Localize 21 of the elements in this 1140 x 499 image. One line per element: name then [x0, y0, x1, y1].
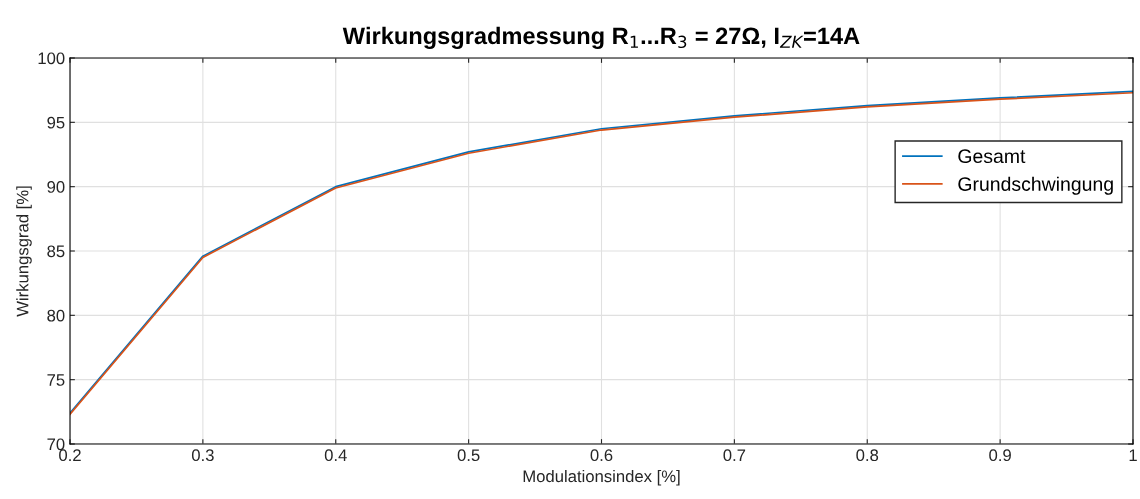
- x-tick-label: 0.5: [457, 449, 480, 462]
- x-tick-label: 0.8: [856, 449, 879, 462]
- x-tick-label: 1: [1129, 449, 1137, 461]
- x-tick-label: 0.2: [59, 449, 81, 462]
- x-axis-title: Modulationsindex [%]: [523, 469, 680, 486]
- y-tick-label: 100: [38, 52, 65, 65]
- x-tick-label: 0.3: [191, 449, 214, 462]
- y-tick-label: 75: [47, 374, 65, 386]
- y-tick-label: 85: [47, 245, 65, 258]
- y-axis-title: Wirkungsgrad [%]: [16, 186, 32, 317]
- y-tick-label: 70: [47, 438, 65, 451]
- legend-label: Grundschwingung: [958, 176, 1113, 195]
- x-tick-label: 0.4: [324, 449, 347, 462]
- y-tick-label: 95: [47, 116, 65, 129]
- chart-title: Wirkungsgradmessung R$_{1}$...R$_{3}$ = 27Ω, I$_{ZK}$=14A: [342, 26, 860, 49]
- y-tick-label: 80: [47, 309, 65, 322]
- x-tick-label: 0.9: [989, 449, 1011, 462]
- legend-label: Gesamt: [958, 149, 1026, 164]
- x-tick-label: 0.7: [723, 449, 746, 462]
- x-tick-label: 0.6: [590, 449, 613, 462]
- y-tick-label: 90: [47, 181, 65, 193]
